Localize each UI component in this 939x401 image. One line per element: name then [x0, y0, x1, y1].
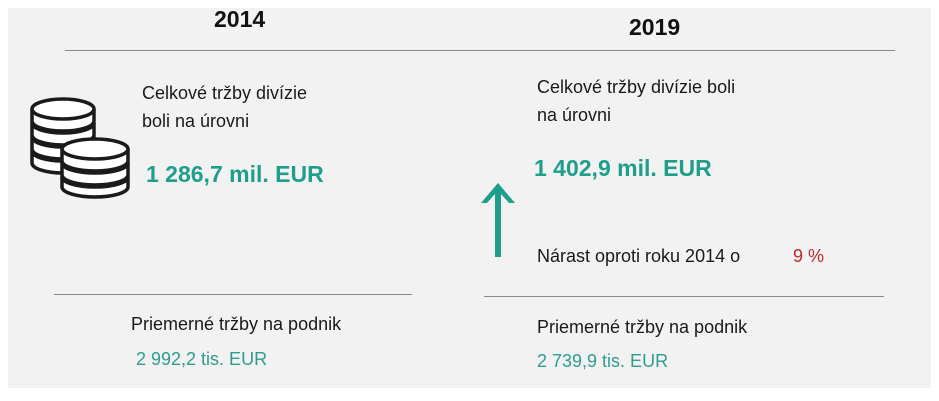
right-total-value: 1 402,9 mil. EUR — [534, 155, 712, 181]
left-total-label-line1: Celkové tržby divízie — [142, 83, 308, 103]
right-average-value: 2 739,9 tis. EUR — [537, 351, 669, 371]
right-average-label: Priemerné tržby na podnik — [537, 317, 748, 337]
growth-percentage: 9 % — [793, 246, 825, 266]
left-bottom-divider — [54, 294, 412, 295]
left-average-label: Priemerné tržby na podnik — [131, 314, 342, 334]
right-total-label-line1: Celkové tržby divízie boli — [537, 77, 736, 97]
left-average-value: 2 992,2 tis. EUR — [136, 349, 268, 369]
growth-label: Nárast oproti roku 2014 o — [537, 246, 741, 266]
left-total-label-line2: boli na úrovni — [142, 111, 250, 131]
year-2014-heading: 2014 — [214, 6, 266, 32]
arrow-up-icon — [481, 183, 515, 257]
year-2019-heading: 2019 — [629, 14, 681, 40]
coins-stack-icon — [30, 97, 130, 199]
left-total-value: 1 286,7 mil. EUR — [146, 161, 324, 187]
right-total-label-line2: na úrovni — [537, 105, 612, 125]
infographic-panel — [8, 8, 931, 388]
top-divider — [65, 50, 895, 51]
right-bottom-divider — [484, 296, 884, 297]
